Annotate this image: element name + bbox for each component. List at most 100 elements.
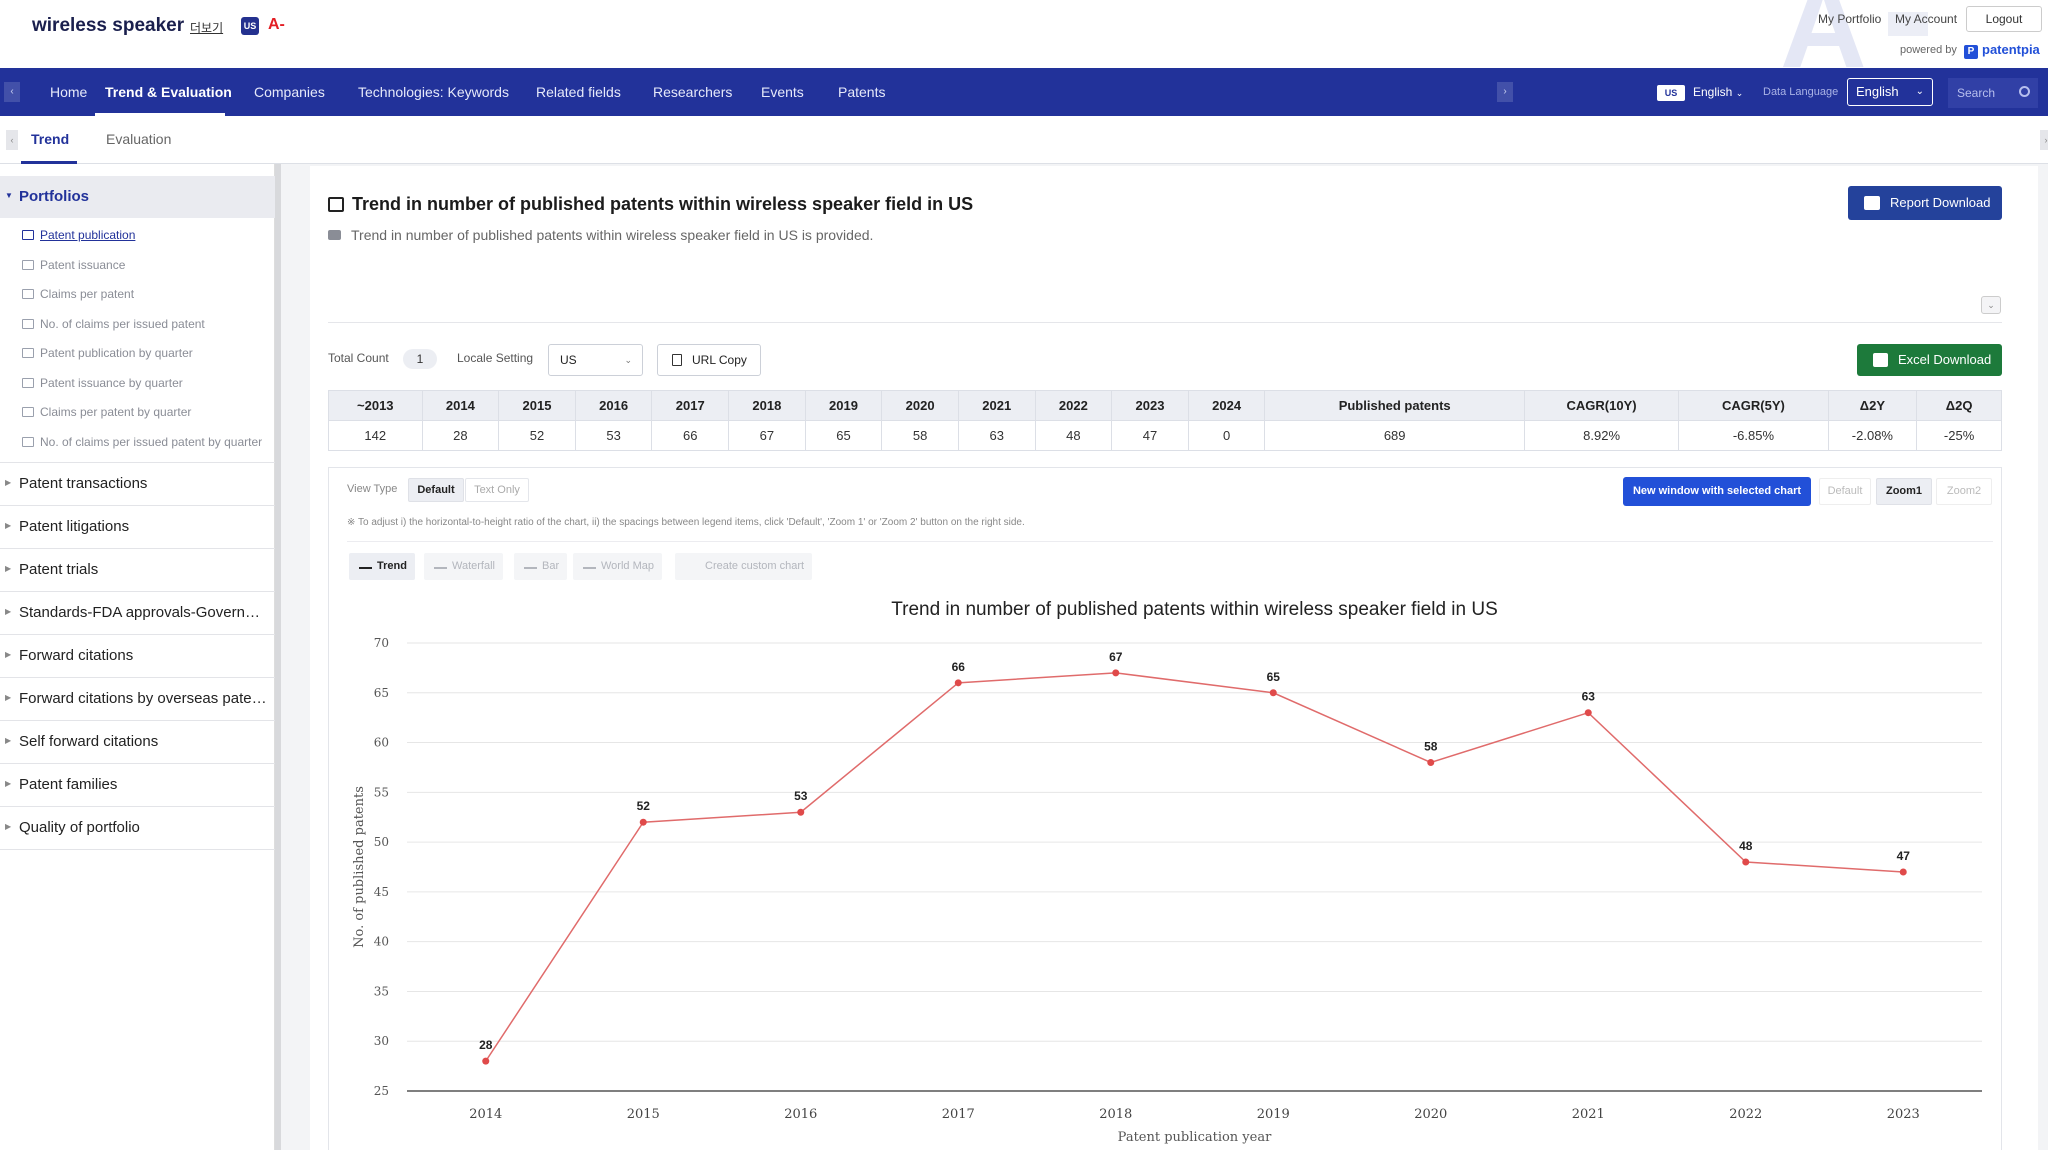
nav-researchers[interactable]: Researchers (653, 84, 733, 100)
x-tick-label: 2017 (942, 1107, 975, 1122)
sidebar-section-label: Self forward citations (19, 733, 159, 750)
table-header: 2023 (1111, 390, 1189, 421)
patentpia-logo-icon: P (1964, 45, 1978, 59)
nav-companies[interactable]: Companies (254, 84, 325, 100)
table-row: 142 28 52 53 66 67 65 58 63 48 47 0 689 … (328, 420, 2002, 451)
data-language-select[interactable]: English ⌄ (1847, 78, 1933, 106)
excel-download-button[interactable]: Excel Download (1857, 344, 2002, 376)
caret-right-icon: ▶ (5, 736, 12, 745)
total-count-label: Total Count (328, 351, 389, 365)
language-selector[interactable]: English ⌄ (1693, 85, 1743, 99)
chevron-left-icon[interactable]: ‹ (4, 82, 20, 102)
zoom1-button[interactable]: Zoom1 (1876, 478, 1932, 505)
my-account-link[interactable]: My Account (1895, 12, 1958, 26)
data-language-value: English (1856, 84, 1899, 99)
sidebar-section-patent-litigations[interactable]: ▶ Patent litigations (0, 506, 275, 549)
nav-trend-evaluation[interactable]: Trend & Evaluation (105, 84, 232, 100)
chevron-down-icon[interactable]: ⌄ (1981, 296, 2001, 314)
search-input[interactable]: Search (1948, 78, 2038, 108)
more-link[interactable]: 더보기 (190, 21, 224, 35)
chart-type-trend[interactable]: Trend (349, 553, 415, 580)
sidebar-section-label: Patent litigations (19, 518, 130, 535)
nav-events[interactable]: Events (761, 84, 804, 100)
new-window-button[interactable]: New window with selected chart (1623, 477, 1811, 506)
world-map-icon (583, 560, 596, 569)
grade-badge: A- (268, 16, 285, 33)
chevron-right-icon[interactable]: › (1497, 82, 1513, 102)
y-tick-label: 30 (374, 1034, 389, 1048)
chart-type-world-map[interactable]: World Map (573, 553, 662, 580)
top-header: wireless speaker 더보기 US A- A My Portfoli… (0, 0, 2048, 68)
y-tick-label: 45 (374, 885, 389, 899)
sidebar-section-patent-transactions[interactable]: ▶ Patent transactions (0, 463, 275, 506)
sidebar-section-label: Quality of portfolio (19, 819, 140, 836)
chevron-right-icon[interactable]: › (2040, 130, 2048, 150)
main-content (310, 166, 2038, 1150)
sidebar-section-forward-citations[interactable]: ▶ Forward citations (0, 635, 275, 678)
table-header: 2022 (1034, 390, 1113, 421)
data-point (1269, 689, 1277, 697)
sidebar-scrollbar[interactable] (275, 164, 281, 1150)
table-header: 2017 (651, 390, 730, 421)
view-type-text-only[interactable]: Text Only (465, 478, 529, 502)
y-tick-label: 50 (374, 835, 389, 849)
report-download-button[interactable]: Report Download (1848, 186, 2002, 220)
zoom2-button[interactable]: Zoom2 (1936, 478, 1992, 505)
nav-related-fields[interactable]: Related fields (536, 84, 621, 100)
edit-icon (22, 437, 34, 447)
sidebar-item-issuance-by-quarter[interactable]: Patent issuance by quarter (22, 376, 272, 390)
sidebar-section-patent-trials[interactable]: ▶ Patent trials (0, 549, 275, 592)
data-label: 47 (1897, 849, 1911, 863)
x-tick-label: 2022 (1729, 1107, 1762, 1122)
search-icon[interactable] (2019, 86, 2030, 97)
logout-button[interactable]: Logout (1966, 6, 2042, 32)
sidebar-section-quality[interactable]: ▶ Quality of portfolio (0, 807, 275, 850)
chart-type-bar[interactable]: Bar (514, 553, 568, 580)
sidebar-item-claims-by-quarter[interactable]: Claims per patent by quarter (22, 405, 272, 419)
chart-note: ※ To adjust i) the horizontal-to-height … (347, 517, 1025, 528)
caret-right-icon: ▶ (5, 478, 12, 487)
page-description-text: Trend in number of published patents wit… (351, 227, 874, 243)
tab-evaluation[interactable]: Evaluation (106, 131, 172, 147)
sidebar: ▼ Portfolios Patent publication Patent i… (0, 164, 275, 1150)
view-type-default[interactable]: Default (408, 478, 464, 502)
copy-icon (672, 354, 682, 366)
sidebar-item-claims-per-patent[interactable]: Claims per patent (22, 287, 272, 301)
locale-select[interactable]: US ⌄ (548, 344, 643, 376)
my-portfolio-link[interactable]: My Portfolio (1818, 12, 1882, 26)
data-label: 53 (794, 789, 808, 803)
y-tick-label: 65 (374, 686, 389, 700)
sidebar-item-publication-by-quarter[interactable]: Patent publication by quarter (22, 346, 272, 360)
url-copy-button[interactable]: URL Copy (657, 344, 761, 376)
sidebar-section-portfolios[interactable]: ▼ Portfolios (0, 176, 275, 218)
sidebar-section-self-citations[interactable]: ▶ Self forward citations (0, 721, 275, 764)
edit-icon (22, 319, 34, 329)
sidebar-section-standards[interactable]: ▶ Standards-FDA approvals-Government (0, 592, 275, 635)
table-cell: 47 (1111, 420, 1189, 451)
nav-home[interactable]: Home (50, 84, 88, 100)
zoom-default-button[interactable]: Default (1819, 478, 1871, 505)
caret-right-icon: ▶ (5, 693, 12, 702)
table-header: 2018 (728, 390, 806, 421)
chart-panel (328, 467, 2002, 1150)
tab-trend[interactable]: Trend (31, 131, 70, 147)
chart-type-waterfall[interactable]: Waterfall (424, 553, 503, 580)
data-point (1899, 868, 1907, 876)
nav-patents[interactable]: Patents (838, 84, 886, 100)
sidebar-item-patent-issuance[interactable]: Patent issuance (22, 258, 272, 272)
x-tick-label: 2016 (784, 1107, 817, 1122)
chevron-left-icon[interactable]: ‹ (6, 130, 18, 150)
data-label: 63 (1582, 690, 1596, 704)
sidebar-item-claims-per-issued-patent[interactable]: No. of claims per issued patent (22, 317, 272, 331)
sidebar-item-patent-publication[interactable]: Patent publication (22, 228, 272, 242)
table-header: 2014 (421, 390, 500, 421)
sidebar-section-patent-families[interactable]: ▶ Patent families (0, 764, 275, 807)
sidebar-item-claims-issued-by-quarter[interactable]: No. of claims per issued patent by quart… (22, 435, 272, 449)
nav-technologies-keywords[interactable]: Technologies: Keywords (358, 84, 509, 100)
create-custom-chart-button[interactable]: Create custom chart (675, 553, 813, 580)
locale-value: US (560, 353, 577, 367)
sidebar-section-overseas-citations[interactable]: ▶ Forward citations by overseas patents (0, 678, 275, 721)
table-header: 2019 (804, 390, 883, 421)
sidebar-item-label: Patent publication by quarter (40, 346, 193, 360)
